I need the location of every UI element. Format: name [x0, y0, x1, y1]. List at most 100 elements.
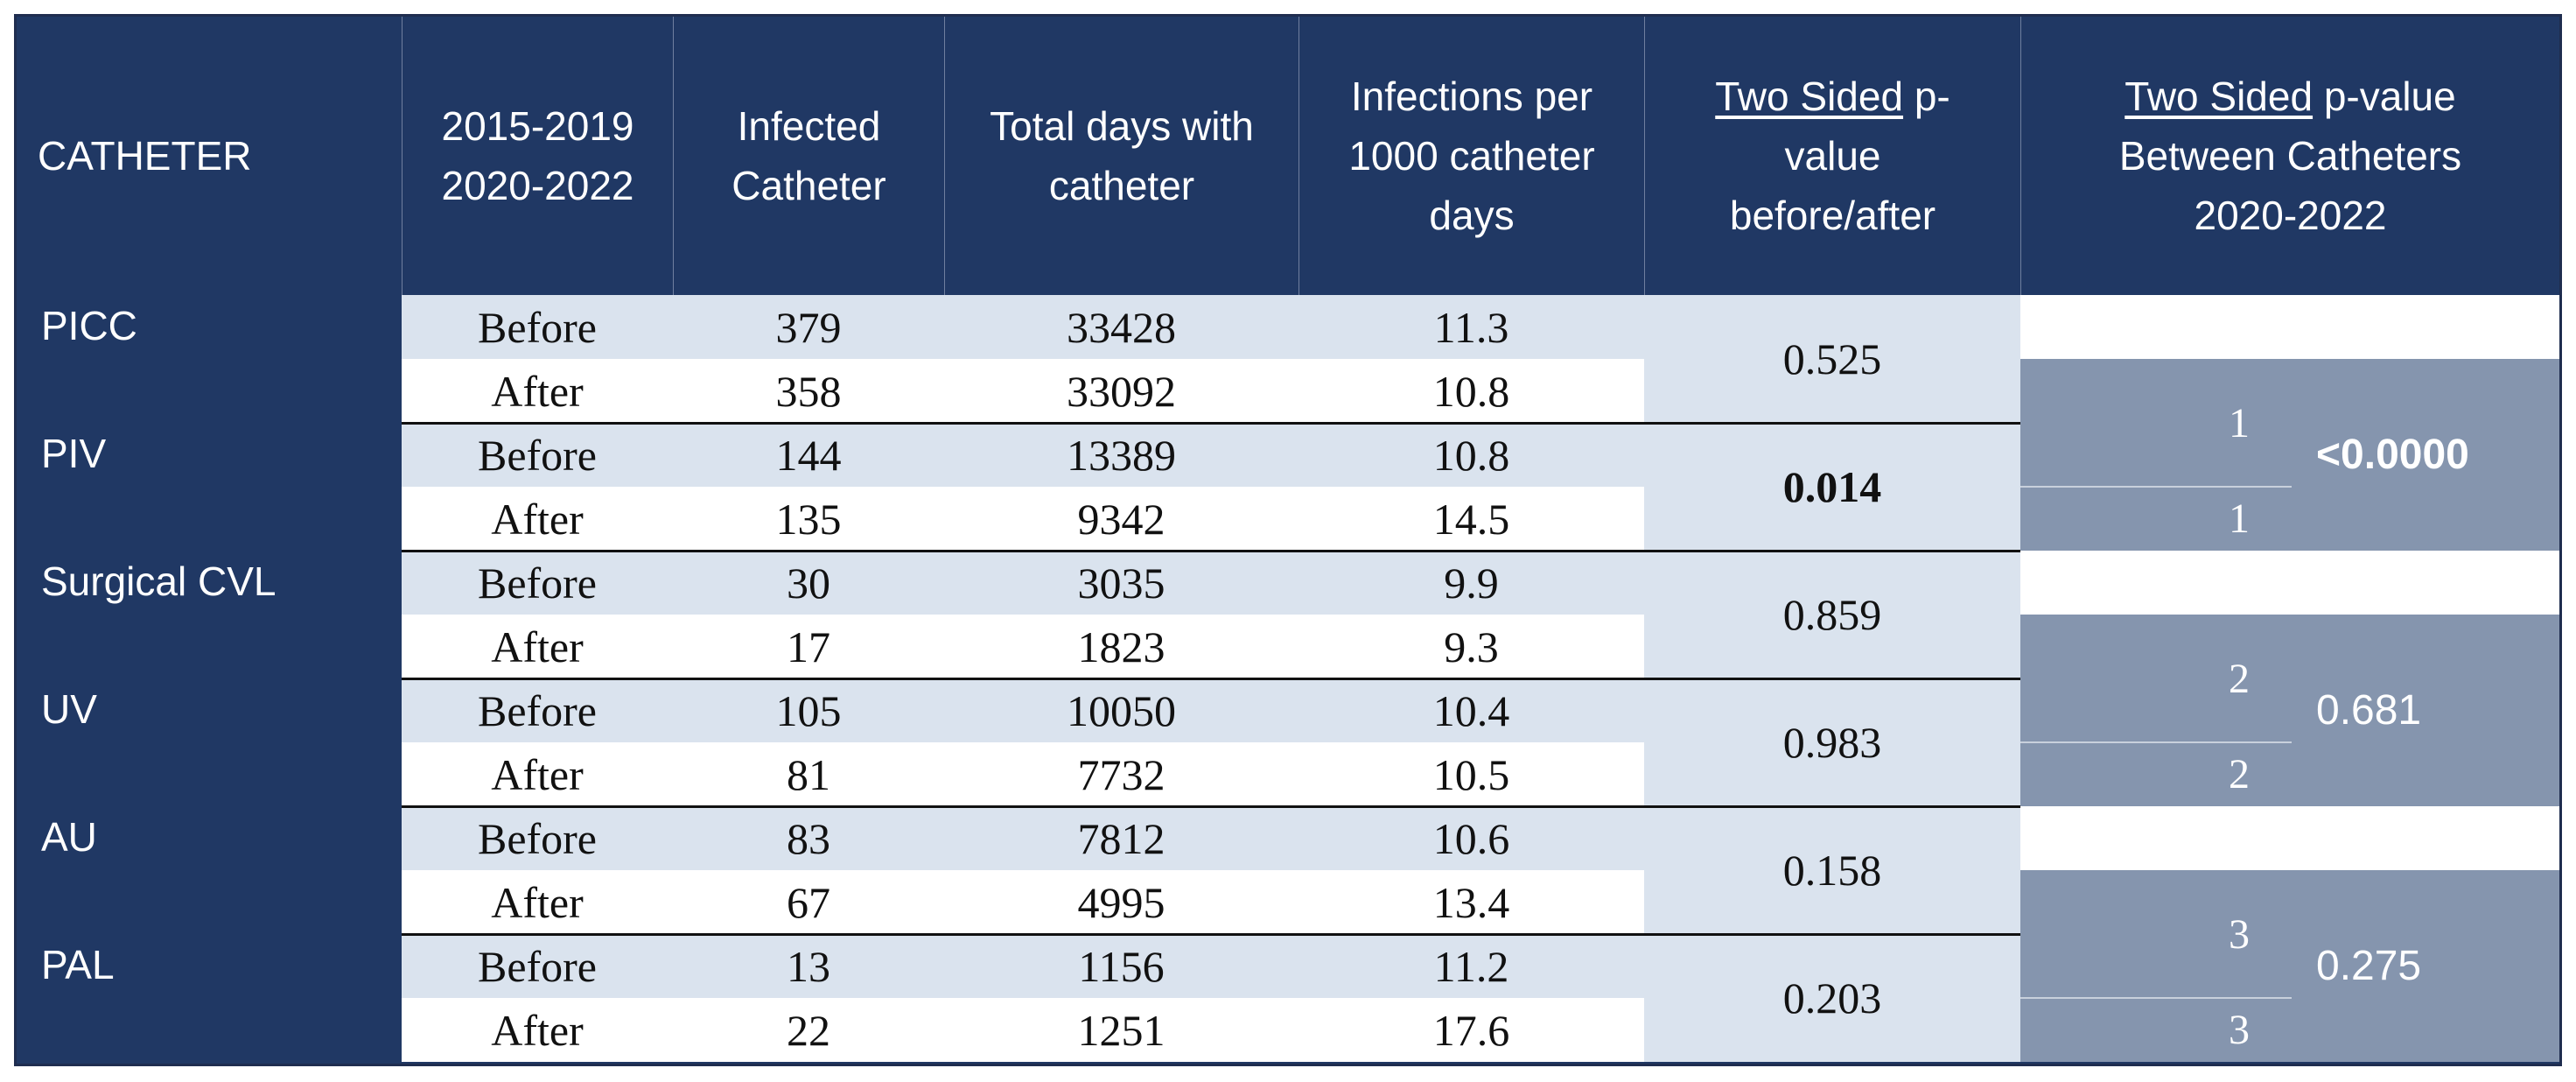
- after-rate-cell-text: 17.6: [1432, 1005, 1510, 1055]
- catheter-name-text: PIV: [41, 431, 107, 476]
- p-before-after-cell: 0.158: [1644, 806, 2020, 934]
- before-infected-cell-text: 105: [775, 685, 842, 735]
- after-days-cell: 7732: [944, 742, 1298, 806]
- header-rate: Infections per 1000 catheter days: [1298, 17, 1644, 295]
- after-period-cell: After: [402, 742, 673, 806]
- before-rate-cell-text: 10.8: [1432, 430, 1510, 480]
- comparison-gap: [2020, 551, 2559, 615]
- header-total-days: Total days with catheter: [944, 17, 1298, 295]
- header-infected-line2: Catheter: [732, 163, 886, 208]
- comparison-group-a: 2: [2020, 615, 2292, 742]
- p-before-after-cell-text: 0.014: [1782, 462, 1882, 511]
- before-days-cell: 1156: [944, 934, 1298, 998]
- after-period-cell-text: After: [491, 622, 584, 671]
- after-infected-cell-text: 81: [787, 749, 830, 799]
- after-rate-cell: 9.3: [1298, 615, 1644, 678]
- after-days-cell-text: 4995: [1077, 877, 1166, 927]
- header-infected-line1: Infected: [737, 103, 881, 149]
- before-rate-cell-text: 11.2: [1433, 941, 1509, 991]
- after-days-cell-text: 1823: [1077, 622, 1166, 671]
- p-before-after-cell-text: 0.158: [1782, 846, 1882, 895]
- before-infected-cell-text: 379: [775, 302, 842, 352]
- before-rate-cell: 9.9: [1298, 551, 1644, 615]
- p-before-after-cell: 0.983: [1644, 678, 2020, 806]
- header-total-days-line2: catheter: [1048, 163, 1195, 208]
- after-days-cell: 33092: [944, 359, 1298, 423]
- before-infected-cell-text: 144: [775, 430, 842, 480]
- comparison-p-value: 0.275: [2292, 870, 2559, 1062]
- before-rate-cell-text: 11.3: [1433, 302, 1509, 352]
- before-rate-cell: 11.3: [1298, 295, 1644, 359]
- after-period-cell-text: After: [491, 877, 584, 927]
- header-p-before-after-line3: before/after: [1729, 193, 1936, 238]
- row-divider: [402, 805, 2020, 808]
- p-before-after-cell: 0.014: [1644, 423, 2020, 551]
- after-rate-cell: 13.4: [1298, 870, 1644, 934]
- comparison-p-value-text: 0.681: [2316, 687, 2422, 734]
- comparison-p-value: <0.0000: [2292, 359, 2559, 551]
- header-p-between-line2: Between Catheters: [2118, 133, 2462, 179]
- after-period-cell-text: After: [491, 1005, 584, 1055]
- catheter-name: PIV: [17, 423, 402, 551]
- after-rate-cell-text: 9.3: [1444, 622, 1499, 671]
- comparison-gap: [2020, 295, 2559, 359]
- comparison-divider: [2020, 741, 2292, 743]
- comparison-p-value: 0.681: [2292, 615, 2559, 806]
- before-infected-cell: 379: [673, 295, 944, 359]
- before-days-cell: 13389: [944, 423, 1298, 487]
- before-rate-cell-text: 10.4: [1432, 685, 1510, 735]
- before-days-cell: 10050: [944, 678, 1298, 742]
- before-days-cell-text: 1156: [1078, 941, 1165, 991]
- catheter-name: Surgical CVL: [17, 551, 402, 678]
- header-catheter: CATHETER: [17, 17, 402, 295]
- before-period-cell-text: Before: [477, 685, 598, 735]
- comparison-p-value-text: <0.0000: [2316, 432, 2469, 478]
- after-infected-cell: 67: [673, 870, 944, 934]
- before-days-cell: 7812: [944, 806, 1298, 870]
- comparison-divider: [2020, 997, 2292, 999]
- header-rate-line1: Infections per: [1350, 74, 1593, 119]
- infection-table: CATHETER 2015-2019 2020-2022 Infected Ca…: [14, 14, 2562, 1066]
- row-divider: [402, 678, 2020, 680]
- after-infected-cell: 17: [673, 615, 944, 678]
- catheter-name: UV: [17, 678, 402, 806]
- header-p-before-after-suffix: p-: [1903, 74, 1950, 119]
- before-days-cell-text: 10050: [1067, 685, 1176, 735]
- row-divider: [402, 550, 2020, 552]
- after-days-cell-text: 7732: [1077, 749, 1166, 799]
- before-rate-cell: 10.8: [1298, 423, 1644, 487]
- header-p-between-underlined: Two Sided: [2124, 74, 2314, 119]
- before-days-cell: 3035: [944, 551, 1298, 615]
- catheter-name-text: PAL: [41, 942, 115, 987]
- before-period-cell: Before: [402, 295, 673, 359]
- comparison-gap: [2020, 806, 2559, 870]
- header-p-between-suffix: p-value: [2313, 74, 2456, 119]
- row-divider: [402, 422, 2020, 425]
- header-period: 2015-2019 2020-2022: [402, 17, 673, 295]
- after-infected-cell: 81: [673, 742, 944, 806]
- after-days-cell-text: 9342: [1077, 494, 1166, 544]
- header-p-before-after-underlined: Two Sided: [1715, 74, 1904, 119]
- before-period-cell: Before: [402, 551, 673, 615]
- header-p-before-after: Two Sided p- value before/after: [1644, 17, 2020, 295]
- header-p-between: Two Sided p-value Between Catheters 2020…: [2020, 17, 2559, 295]
- after-infected-cell: 135: [673, 487, 944, 551]
- after-infected-cell-text: 358: [775, 366, 842, 416]
- header-p-between-line3: 2020-2022: [2194, 193, 2387, 238]
- after-period-cell-text: After: [491, 749, 584, 799]
- after-rate-cell-text: 14.5: [1432, 494, 1510, 544]
- after-period-cell-text: After: [491, 366, 584, 416]
- after-days-cell: 1823: [944, 615, 1298, 678]
- after-period-cell: After: [402, 487, 673, 551]
- comparison-group-a-text: 3: [2229, 910, 2250, 958]
- after-infected-cell-text: 67: [787, 877, 830, 927]
- before-rate-cell-text: 9.9: [1444, 558, 1499, 608]
- after-days-cell-text: 1251: [1077, 1005, 1166, 1055]
- p-before-after-cell-text: 0.859: [1782, 590, 1882, 639]
- header-p-before-after-line1: Two Sided p-: [1715, 67, 1950, 126]
- before-infected-cell: 30: [673, 551, 944, 615]
- p-before-after-cell: 0.525: [1644, 295, 2020, 423]
- after-period-cell: After: [402, 998, 673, 1062]
- comparison-group-a-text: 1: [2229, 399, 2250, 446]
- before-days-cell: 33428: [944, 295, 1298, 359]
